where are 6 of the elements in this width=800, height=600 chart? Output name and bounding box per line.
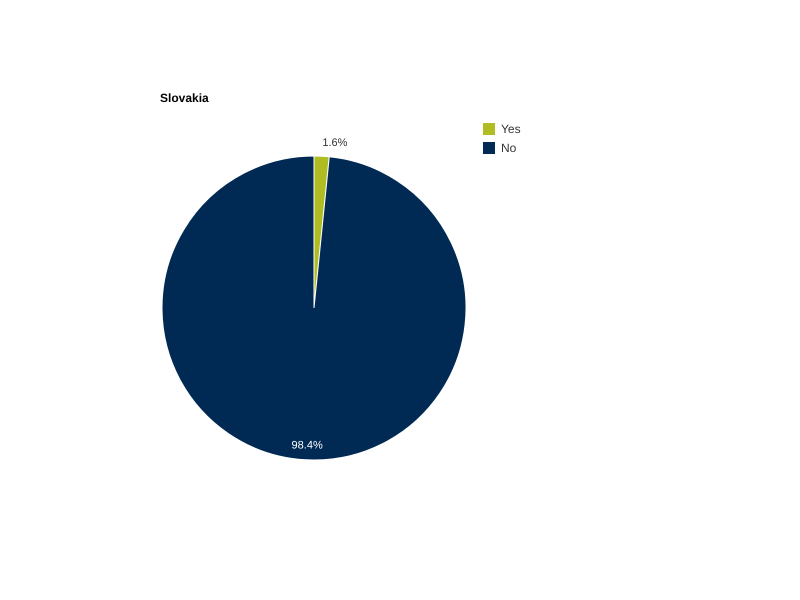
chart-title: Slovakia	[160, 91, 210, 105]
data-label: 98.4%	[292, 439, 323, 452]
legend-label: No	[501, 141, 517, 155]
pie-slice	[162, 156, 466, 460]
data-label: 1.6%	[322, 137, 348, 150]
legend-label: Yes	[501, 122, 521, 136]
